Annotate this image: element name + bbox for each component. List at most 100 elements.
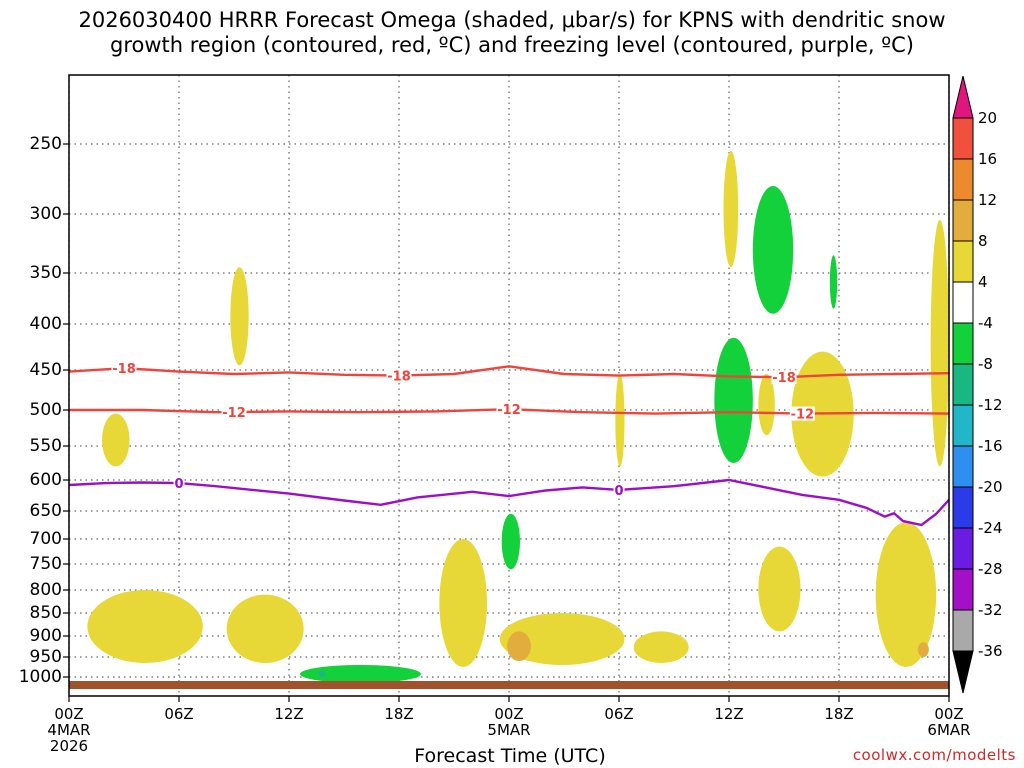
colorbar-tick-label: 16 [978,150,998,168]
x-tick-label: 00Z [494,705,524,723]
y-tick-label: 500 [29,400,62,420]
x-tick-label: 00Z [934,705,964,723]
colorbar-tick-label: 8 [978,232,988,250]
chart-title-line-1: 2026030400 HRRR Forecast Omega (shaded, … [78,8,946,32]
x-tick-sublabel: 6MAR [927,721,971,739]
colorbar-bin-14 [952,650,974,694]
y-tick-label: 650 [29,501,62,521]
colorbar-tick-label: 12 [978,191,998,209]
colorbar-bin-8 [952,404,974,447]
contour-label-bg [613,482,625,497]
contour-label-0-1: -18 [387,370,411,385]
y-tick-label: 250 [29,134,62,154]
x-tick-label: 06Z [604,705,634,723]
colorbar-tick-label: -12 [978,396,1003,414]
colorbar-bin-12 [952,568,974,611]
colorbar-tick-label: -16 [978,437,1003,455]
colorbar-bin-4 [952,240,974,283]
contour-label-bg [496,402,522,417]
contour-label-1-1: -12 [497,403,521,418]
omega-region-4 [439,539,487,667]
terrain-band [69,681,949,689]
omega-region-9 [758,374,775,436]
omega-region-6 [633,631,689,663]
y-tick-label: 600 [29,470,62,490]
omega-region-5 [499,613,625,665]
x-tick-label: 18Z [824,705,854,723]
colorbar [952,75,974,694]
y-tick-label: 300 [29,204,62,224]
omega-shading [69,151,949,689]
omega-region-13 [875,522,937,667]
x-tick-label: 18Z [384,705,414,723]
x-tick-sublabel: 5MAR [487,721,531,739]
contour-label-bg [771,370,797,385]
omega-region-12 [930,219,949,467]
x-tick-label: 12Z [714,705,744,723]
x-tick-label: 12Z [274,705,304,723]
y-tick-label: 400 [29,314,62,334]
contour-label-2-1: 0 [614,484,623,499]
y-tick-label: 850 [29,603,62,623]
colorbar-bin-11 [952,527,974,570]
contour-label-bg [789,406,815,421]
x-axis-title: Forecast Time (UTC) [414,745,606,767]
omega-region-2 [87,590,203,663]
contour-line-2 [69,478,949,527]
omega-region-17 [752,186,794,314]
omega-region-0 [102,413,130,467]
credit-link[interactable]: coolwx.com/modelts [852,746,1016,764]
colorbar-tick-label: -32 [978,601,1003,619]
y-tick-label: 700 [29,529,62,549]
contour-line-0 [69,365,949,379]
omega-region-20 [300,665,421,683]
contour-label-bg [173,476,185,491]
omega-region-7 [615,374,625,467]
colorbar-bin-13 [952,609,974,652]
plot-frame [63,74,950,702]
omega-region-21 [318,671,326,677]
x-tick-sublabel: 4MAR [47,721,91,739]
colorbar-bin-10 [952,486,974,529]
colorbar-tick-label: -8 [978,355,993,373]
colorbar-tick-label: 20 [978,109,998,127]
y-tick-label: 550 [29,436,62,456]
temperature-contours: -18 -18 -18 -12 -12 -12 0 0 [69,361,949,527]
colorbar-tick-label: -20 [978,478,1003,496]
colorbar-tick-label: -24 [978,519,1003,537]
contour-label-0-0: -18 [112,362,136,377]
omega-region-19 [501,513,520,570]
omega-region-16 [714,337,753,463]
colorbar-bin-5 [952,281,974,324]
contour-label-1-0: -12 [222,406,246,421]
omega-region-3 [226,594,304,663]
colorbar-bin-1 [952,117,974,160]
y-tick-label: 900 [29,626,62,646]
contour-label-1-2: -12 [791,408,815,423]
omega-region-8 [723,151,739,268]
y-tick-label: 750 [29,554,62,574]
omega-region-11 [758,546,801,632]
contour-label-bg [386,368,412,383]
contour-label-0-2: -18 [772,371,796,386]
colorbar-tick-label: -36 [978,642,1003,660]
colorbar-tick-label: 4 [978,273,988,291]
colorbar-bin-7 [952,363,974,406]
x-tick-sublabel: 2026 [49,737,89,755]
contour-label-bg [111,361,137,376]
y-tick-label: 800 [29,580,62,600]
x-tick-label: 00Z [54,705,84,723]
x-tick-label: 06Z [164,705,194,723]
y-tick-label: 950 [29,647,62,667]
chart-title-line-2: growth region (contoured, red, ºC) and f… [110,33,914,57]
colorbar-tick-label: -28 [978,560,1003,578]
omega-region-15 [917,642,929,658]
colorbar-tick-label: -4 [978,314,993,332]
colorbar-bin-2 [952,158,974,201]
y-tick-label: 350 [29,263,62,283]
contour-label-bg [221,404,247,419]
y-tick-label: 1000 [18,667,62,687]
colorbar-bin-6 [952,322,974,365]
colorbar-bin-3 [952,199,974,242]
